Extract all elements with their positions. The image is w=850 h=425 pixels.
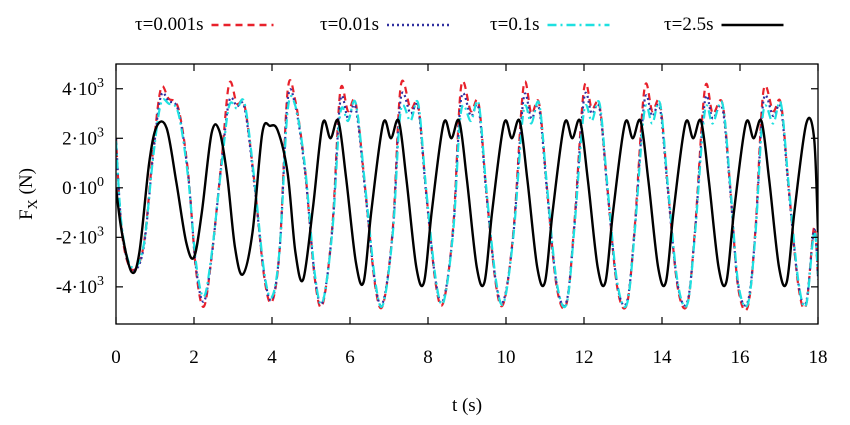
legend-label: τ=0.01s [320, 14, 379, 35]
ticks [115, 64, 819, 324]
x-axis-label: t (s) [452, 395, 482, 416]
y-tick-label: 0·100 [62, 175, 104, 199]
tick-labels: 0 2 4 6 8 10 12 14 16 18 4·103 2·103 0·100 -2·103 -4·1… [56, 76, 828, 368]
x-tick-label: 16 [731, 347, 750, 368]
x-tick-label: 8 [423, 347, 433, 368]
legend-label: τ=0.001s [135, 14, 204, 35]
y-tick-label: -2·103 [56, 224, 104, 248]
series-line-1 [116, 79, 818, 312]
legend: τ=0.001s τ=0.01s τ=0.1s τ=2.5s [135, 14, 784, 35]
y-axis-label-main: F [16, 209, 37, 220]
series-line-3 [116, 95, 818, 309]
x-tick-label: 4 [267, 347, 277, 368]
x-tick-label: 6 [345, 347, 355, 368]
series-layer [116, 79, 818, 312]
y-axis-label-unit: (N) [16, 168, 37, 199]
legend-entry-2: τ=0.01s [320, 14, 449, 35]
x-tick-label: 14 [653, 347, 673, 368]
legend-label: τ=2.5s [664, 14, 714, 35]
legend-entry-4: τ=2.5s [664, 14, 784, 35]
x-tick-label: 10 [497, 347, 516, 368]
x-tick-label: 0 [111, 347, 121, 368]
y-axis-label-sub: X [26, 199, 41, 209]
legend-entry-1: τ=0.001s [135, 14, 274, 35]
series-line-4 [116, 116, 818, 288]
plot-frame [115, 63, 819, 325]
y-tick-label: 4·103 [62, 76, 104, 100]
y-axis-label: FX (N) [16, 168, 41, 220]
legend-entry-3: τ=0.1s [490, 14, 610, 35]
y-tick-label: -4·103 [56, 274, 104, 298]
y-tick-label: 2·103 [62, 125, 104, 149]
legend-label: τ=0.1s [490, 14, 540, 35]
x-tick-label: 2 [189, 347, 199, 368]
x-tick-label: 12 [575, 347, 594, 368]
x-tick-label: 18 [809, 347, 828, 368]
